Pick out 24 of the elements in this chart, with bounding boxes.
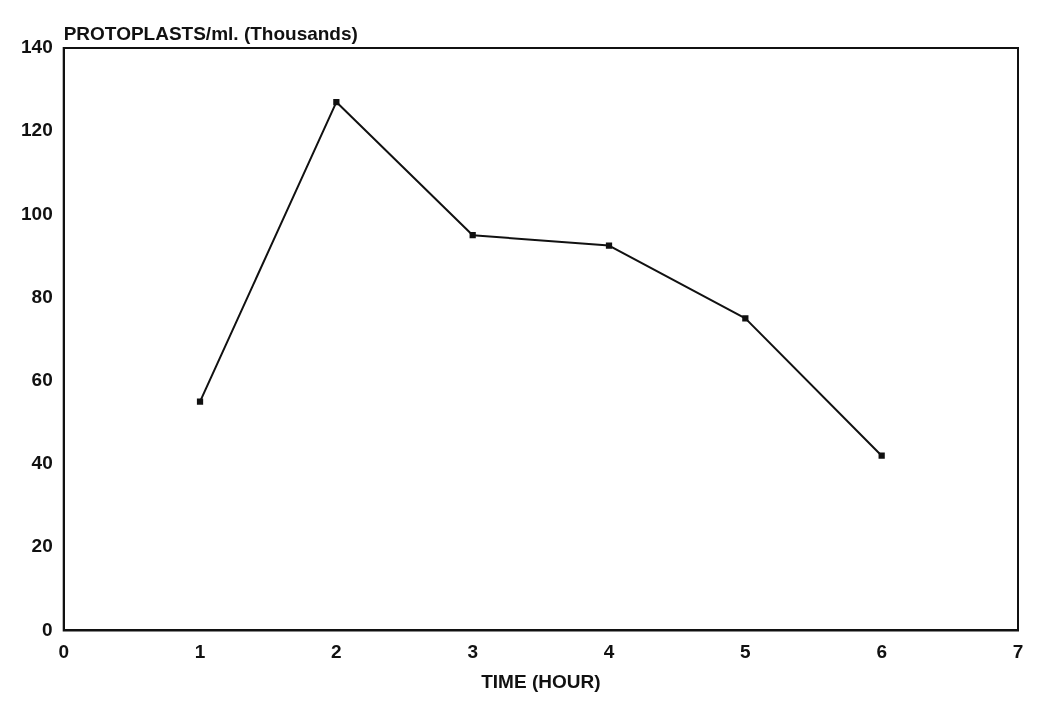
- point: [605, 242, 613, 249]
- x-axis-title: TIME (HOUR): [481, 670, 601, 692]
- y-tick-label: 140: [21, 36, 53, 58]
- y-tick-label: 100: [21, 202, 53, 224]
- y-tick-label: 0: [42, 618, 53, 640]
- x-tick-label: 1: [194, 641, 206, 663]
- point: [878, 452, 885, 459]
- x-tick-label: 3: [467, 641, 478, 663]
- point: [196, 398, 204, 405]
- point: [469, 232, 476, 239]
- x-tick-label: 5: [740, 641, 752, 663]
- y-tick-label: 60: [31, 369, 53, 391]
- point: [742, 315, 749, 322]
- x-tick-label: 4: [603, 641, 615, 663]
- x-tick-label: 6: [876, 641, 887, 663]
- y-tick-label: 40: [31, 452, 53, 474]
- y-tick-label: 20: [31, 535, 53, 557]
- y-tick-label: 80: [31, 285, 53, 307]
- y-axis-title: PROTOPLASTS/ml. (Thousands): [63, 22, 358, 44]
- x-tick-label: 0: [58, 641, 69, 663]
- point: [333, 98, 340, 106]
- x-tick-label: 2: [331, 641, 342, 663]
- y-tick-label: 120: [21, 119, 53, 141]
- x-tick-label: 7: [1012, 641, 1024, 663]
